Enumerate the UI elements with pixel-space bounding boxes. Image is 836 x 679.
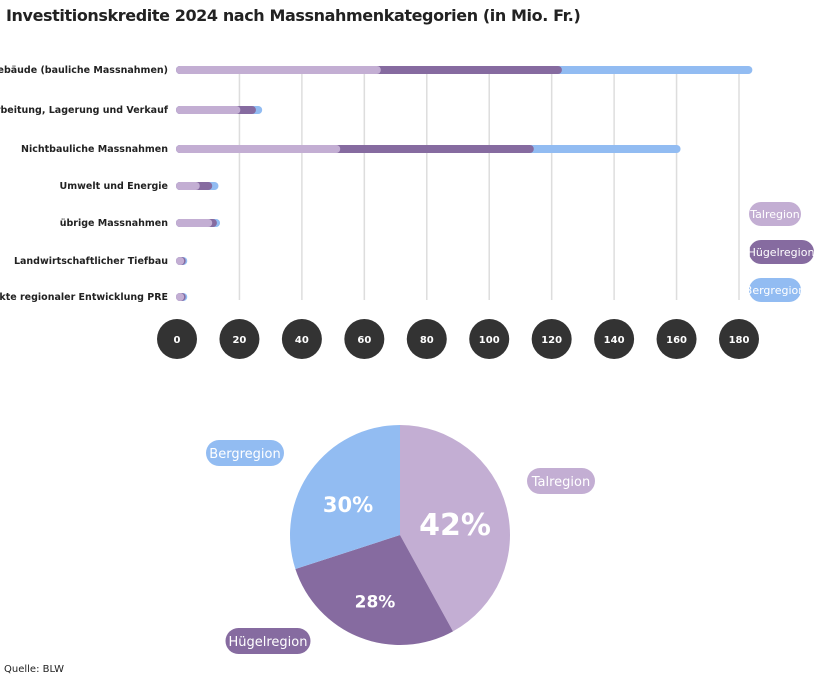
pie-label: Bergregion [209, 447, 280, 462]
x-tick-label: 0 [174, 335, 181, 346]
category-label: Ökonomiegebäude (bauliche Massnahmen) [0, 65, 168, 76]
category-label: Nichtbauliche Massnahmen [21, 144, 168, 155]
legend-item [749, 240, 814, 264]
x-tick-label: 20 [232, 335, 246, 346]
pie-slice-hügelregion [295, 535, 453, 645]
category-label: Umwelt und Energie [60, 181, 168, 192]
pie-slice-bergregion [290, 425, 400, 569]
category-label: übrige Massnahmen [60, 218, 169, 229]
category-label: Projekte regionaler Entwicklung PRE [0, 292, 168, 303]
bar-talregion [176, 66, 381, 74]
x-tick-label: 100 [479, 335, 500, 346]
bar-talregion [176, 145, 341, 153]
x-tick-badge [656, 319, 697, 359]
x-tick-badge [469, 319, 510, 359]
pie-legend-pill [527, 468, 595, 494]
x-tick-label: 180 [729, 335, 750, 346]
x-tick-label: 140 [604, 335, 625, 346]
pie-label: Talregion [531, 475, 590, 490]
x-tick-badge [219, 319, 260, 359]
x-tick-label: 160 [666, 335, 687, 346]
pie-legend-pill [206, 440, 284, 466]
x-tick-badge [594, 319, 635, 359]
x-tick-badge [531, 319, 572, 359]
x-tick-badge [406, 319, 447, 359]
bar-talregion [176, 106, 241, 114]
x-tick-badge [281, 319, 322, 359]
x-tick-badge [344, 319, 385, 359]
x-tick-label: 80 [420, 335, 434, 346]
legend-label: Bergregion [745, 284, 805, 297]
pie-slice-talregion [400, 425, 510, 632]
legend-label: Hügelregion [748, 246, 815, 259]
chart-title: Investitionskredite 2024 nach Massnahmen… [6, 6, 581, 25]
category-label: Verarbeitung, Lagerung und Verkauf [0, 105, 169, 116]
x-tick-badge [719, 319, 759, 359]
bar-talregion [176, 219, 213, 227]
x-tick-label: 120 [541, 335, 562, 346]
legend-item [749, 278, 801, 302]
legend-label: Talregion [749, 208, 800, 221]
x-tick-label: 40 [295, 335, 309, 346]
pie-label: Hügelregion [229, 635, 308, 650]
pie-value-label: 30% [323, 493, 373, 517]
category-label: Landwirtschaftlicher Tiefbau [14, 256, 168, 267]
legend-item [749, 202, 801, 226]
x-tick-label: 60 [357, 335, 371, 346]
bar-talregion [176, 293, 185, 301]
x-tick-badge [157, 319, 197, 359]
pie-legend-pill [225, 628, 311, 654]
bar-talregion [176, 257, 185, 265]
bar-talregion [176, 182, 200, 190]
pie-value-label: 28% [355, 593, 396, 613]
source-note: Quelle: BLW [4, 664, 65, 675]
pie-value-label: 42% [419, 508, 491, 543]
